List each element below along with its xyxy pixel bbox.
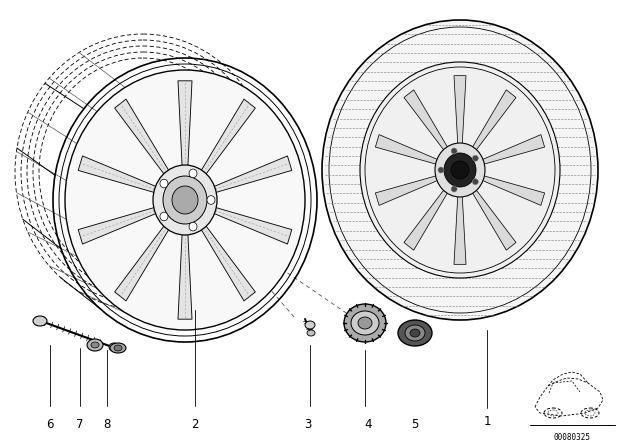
Ellipse shape	[305, 321, 315, 329]
Ellipse shape	[451, 161, 469, 179]
Ellipse shape	[472, 179, 478, 185]
Ellipse shape	[451, 148, 457, 154]
Text: 4: 4	[364, 418, 372, 431]
Polygon shape	[470, 90, 516, 154]
Ellipse shape	[160, 179, 168, 188]
Ellipse shape	[358, 317, 372, 329]
Polygon shape	[115, 220, 173, 301]
Text: 5: 5	[412, 418, 419, 431]
Ellipse shape	[172, 186, 198, 214]
Polygon shape	[78, 206, 163, 244]
Ellipse shape	[444, 153, 476, 187]
Ellipse shape	[207, 196, 215, 204]
Text: 6: 6	[46, 418, 54, 431]
Ellipse shape	[405, 325, 425, 341]
Ellipse shape	[307, 330, 315, 336]
Ellipse shape	[344, 304, 386, 342]
Ellipse shape	[189, 222, 197, 231]
Ellipse shape	[438, 167, 444, 173]
Ellipse shape	[189, 169, 197, 178]
Ellipse shape	[398, 320, 432, 346]
Text: 2: 2	[191, 418, 199, 431]
Ellipse shape	[472, 155, 478, 161]
Ellipse shape	[322, 20, 598, 320]
Ellipse shape	[360, 62, 560, 278]
Text: 1: 1	[483, 415, 491, 428]
Ellipse shape	[65, 70, 305, 330]
Polygon shape	[479, 175, 545, 205]
Ellipse shape	[410, 329, 420, 337]
Polygon shape	[78, 156, 163, 194]
Ellipse shape	[160, 212, 168, 221]
Text: 00080325: 00080325	[554, 433, 591, 442]
Polygon shape	[197, 99, 255, 181]
Ellipse shape	[451, 186, 457, 192]
Polygon shape	[197, 220, 255, 301]
Polygon shape	[479, 135, 545, 165]
Polygon shape	[404, 186, 450, 250]
Polygon shape	[376, 175, 442, 205]
Text: 3: 3	[304, 418, 312, 431]
Ellipse shape	[351, 311, 379, 335]
Polygon shape	[207, 206, 292, 244]
Ellipse shape	[109, 343, 119, 351]
Ellipse shape	[163, 176, 207, 224]
Polygon shape	[470, 186, 516, 250]
Polygon shape	[454, 192, 466, 264]
Ellipse shape	[87, 339, 103, 351]
Ellipse shape	[153, 165, 217, 235]
Polygon shape	[404, 90, 450, 154]
Ellipse shape	[435, 143, 485, 197]
Polygon shape	[178, 81, 192, 174]
Polygon shape	[454, 76, 466, 148]
Polygon shape	[115, 99, 173, 181]
Ellipse shape	[114, 345, 122, 351]
Text: 8: 8	[103, 418, 111, 431]
Ellipse shape	[91, 342, 99, 348]
Polygon shape	[207, 156, 292, 194]
Ellipse shape	[110, 343, 126, 353]
Ellipse shape	[33, 316, 47, 326]
Text: 7: 7	[76, 418, 84, 431]
Polygon shape	[376, 135, 442, 165]
Polygon shape	[178, 226, 192, 319]
